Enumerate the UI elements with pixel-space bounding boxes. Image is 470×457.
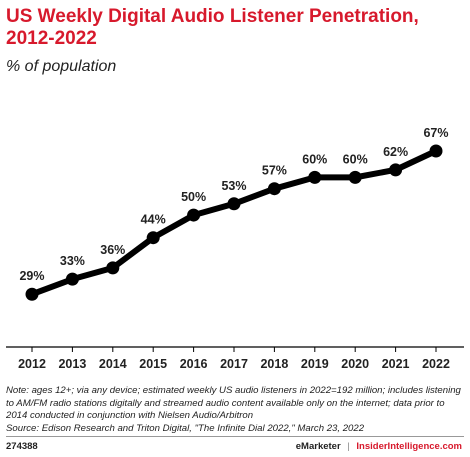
x-tick-label: 2017 [220, 357, 248, 371]
data-label: 29% [19, 269, 44, 283]
note-text: Note: ages 12+; via any device; estimate… [6, 385, 461, 421]
source-text: Source: Edison Research and Triton Digit… [6, 422, 365, 434]
data-label: 53% [221, 179, 246, 193]
data-label: 67% [423, 126, 448, 140]
brand-footer: eMarketer | InsiderIntelligence.com [296, 441, 462, 452]
data-label: 33% [60, 254, 85, 268]
data-point [227, 197, 241, 211]
data-point [308, 170, 322, 184]
x-tick-label: 2012 [18, 357, 46, 371]
x-tick-label: 2020 [341, 357, 369, 371]
x-tick-label: 2018 [260, 357, 288, 371]
series-line [29, 148, 439, 298]
data-label: 57% [262, 164, 287, 178]
data-point [267, 182, 281, 196]
data-point [389, 163, 403, 177]
x-tick-label: 2013 [58, 357, 86, 371]
x-tick-labels: 2012 2013 2014 2015 2016 2017 2018 2019 2020 2021… [18, 357, 450, 371]
x-tick-label: 2015 [139, 357, 167, 371]
data-point [348, 170, 362, 184]
chart-id: 274388 [6, 441, 38, 452]
data-point [146, 231, 160, 245]
x-tick-label: 2021 [382, 357, 410, 371]
data-point [25, 287, 39, 301]
data-label: 36% [100, 243, 125, 257]
chart-notes: Note: ages 12+; via any device; estimate… [6, 385, 468, 435]
x-axis [6, 346, 464, 352]
chart-title: US Weekly Digital Audio Listener Penetra… [6, 6, 419, 49]
line-chart: 29%33%36%44%50%53%57%60% 60%62%67% 2012 20… [6, 126, 464, 371]
brand-emarketer: eMarketer [295, 441, 341, 452]
x-tick-label: 2019 [301, 357, 329, 371]
x-tick-label: 2016 [180, 357, 208, 371]
data-label: 60% [302, 152, 327, 166]
x-tick-label: 2014 [99, 357, 127, 371]
chart-subtitle: % of population [6, 58, 117, 75]
data-label: 62% [383, 145, 408, 159]
data-points [25, 144, 443, 301]
data-label: 60% [343, 152, 368, 166]
data-point [65, 272, 79, 286]
brand-separator: | [347, 441, 350, 452]
x-tick-label: 2022 [422, 357, 450, 371]
series-line-layer [29, 148, 439, 298]
data-point [429, 144, 443, 158]
footer-divider [6, 436, 464, 437]
data-label: 44% [141, 213, 166, 227]
data-label: 50% [181, 190, 206, 204]
data-point [187, 208, 201, 222]
data-point [106, 261, 120, 275]
data-labels: 29% 33% 36% 44% 50% 53% 57% 60% 60% 62% 67% [19, 126, 448, 283]
brand-insider-intelligence-link[interactable]: InsiderIntelligence.com [356, 441, 462, 452]
